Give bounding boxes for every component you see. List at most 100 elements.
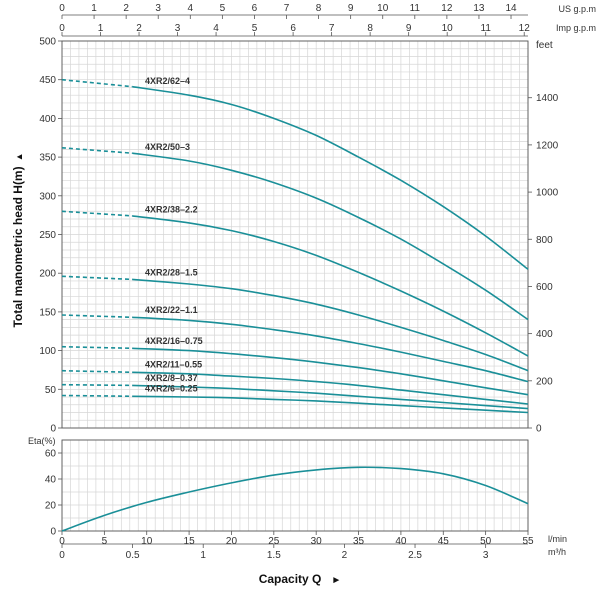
- us-gpm-tick-label: 7: [284, 3, 290, 14]
- m3h-tick-label: 1: [200, 550, 206, 561]
- us-gpm-tick-label: 11: [410, 3, 421, 14]
- lmin-tick-label: 35: [353, 536, 365, 547]
- us-gpm-tick-label: 3: [155, 3, 161, 14]
- head-curve: [132, 316, 529, 383]
- imp-gpm-tick-label: 2: [136, 23, 142, 34]
- head-y-tick-label: 100: [39, 346, 56, 357]
- imp-gpm-tick-label: 7: [329, 23, 335, 34]
- us-gpm-tick-label: 5: [220, 3, 226, 14]
- head-y-tick-label: 50: [45, 385, 57, 396]
- lmin-tick-label: 0: [59, 536, 65, 547]
- lmin-tick-label: 5: [102, 536, 108, 547]
- m3h-tick-label: 2: [342, 550, 348, 561]
- head-curve-dashed: [61, 210, 133, 217]
- feet-y-tick-label: 200: [536, 376, 553, 387]
- head-curve: [132, 85, 529, 270]
- head-curve-dashed: [61, 345, 133, 350]
- curve-label: 4XR2/8–0.37: [145, 373, 198, 383]
- curve-label: 4XR2/22–1.1: [145, 305, 198, 315]
- m3h-tick-label: 1.5: [267, 550, 281, 561]
- eta-y-tick-label: 40: [45, 475, 57, 486]
- head-curve: [132, 215, 529, 357]
- curve-label: 4XR2/16–0.75: [145, 336, 203, 346]
- efficiency-plot-frame: [61, 439, 529, 532]
- feet-y-tick-label: 1000: [536, 188, 559, 199]
- imp-gpm-tick-label: 11: [481, 23, 492, 34]
- imp-gpm-tick-label: 0: [59, 23, 65, 34]
- head-y-tick-label: 500: [39, 37, 56, 48]
- m3h-unit-label: m³/h: [548, 547, 566, 557]
- head-curve: [132, 278, 529, 372]
- efficiency-curve: [61, 466, 529, 532]
- us-gpm-tick-label: 9: [348, 3, 354, 14]
- head-axis-title-text: Total manometric head H(m): [11, 166, 25, 327]
- eta-y-tick-label: 60: [45, 449, 57, 460]
- head-y-tick-label: 300: [39, 191, 56, 202]
- m3h-tick-label: 2.5: [408, 550, 422, 561]
- curve-label: 4XR2/62–4: [145, 76, 190, 86]
- lmin-tick-label: 10: [141, 536, 153, 547]
- us-gpm-tick-label: 4: [188, 3, 194, 14]
- m3h-tick-label: 0: [59, 550, 65, 561]
- head-curve-dashed: [61, 383, 133, 387]
- head-curve-dashed: [61, 314, 133, 319]
- feet-y-tick-label: 800: [536, 235, 553, 246]
- grid-layer: [61, 40, 529, 532]
- lmin-tick-label: 55: [522, 536, 534, 547]
- lmin-tick-label: 45: [438, 536, 450, 547]
- head-curve: [132, 152, 529, 321]
- curve-label: 4XR2/11–0.55: [145, 360, 202, 370]
- head-curve-dashed: [61, 147, 133, 154]
- head-y-tick-label: 450: [39, 75, 56, 86]
- head-curve: [132, 395, 529, 414]
- head-curve: [132, 371, 529, 405]
- us-gpm-tick-label: 12: [441, 3, 453, 14]
- head-curve: [132, 384, 529, 410]
- us-gpm-tick-label: 2: [123, 3, 129, 14]
- us-gpm-unit-label: US g.p.m: [558, 4, 596, 14]
- curve-label: 4XR2/38–2.2: [145, 205, 198, 215]
- m3h-tick-label: 3: [483, 550, 489, 561]
- eta-y-tick-label: 0: [50, 527, 56, 538]
- curve-label: 4XR2/28–1.5: [145, 268, 198, 278]
- capacity-axis-arrow: ►: [331, 575, 341, 586]
- head-curve-dashed: [61, 78, 133, 88]
- eta-y-tick-label: 20: [45, 501, 57, 512]
- lmin-tick-label: 50: [480, 536, 492, 547]
- lmin-tick-label: 40: [395, 536, 407, 547]
- imp-gpm-tick-label: 10: [442, 23, 454, 34]
- imp-gpm-tick-label: 8: [367, 23, 373, 34]
- head-curve: [132, 347, 529, 396]
- capacity-axis-title: Capacity Q ►: [259, 572, 342, 586]
- imp-gpm-tick-label: 3: [175, 23, 181, 34]
- curve-label: 4XR2/50–3: [145, 142, 190, 152]
- eta-axis-label: Eta(%): [28, 436, 56, 446]
- head-curve-dashed: [61, 369, 133, 374]
- imp-gpm-tick-label: 5: [252, 23, 258, 34]
- imp-gpm-tick-label: 6: [290, 23, 296, 34]
- head-y-tick-label: 350: [39, 153, 56, 164]
- capacity-axis-title-text: Capacity Q: [259, 572, 322, 586]
- imp-gpm-unit-label: Imp g.p.m: [556, 23, 596, 33]
- imp-gpm-tick-label: 9: [406, 23, 412, 34]
- us-gpm-tick-label: 8: [316, 3, 322, 14]
- lmin-tick-label: 25: [268, 536, 280, 547]
- head-axis-arrow: ▲: [14, 152, 24, 161]
- curve-label: 4XR2/6–0.25: [145, 383, 198, 393]
- head-y-tick-label: 200: [39, 269, 56, 280]
- lmin-tick-label: 15: [184, 536, 196, 547]
- text-layer: 0 1 2 3 4 5 6 7 8 9 10 11 12 13 14 US g.p.m0 1 2 3 4 5 6 7 8 9 10…: [11, 3, 596, 586]
- head-y-tick-label: 250: [39, 230, 56, 241]
- feet-y-tick-label: 600: [536, 282, 553, 293]
- feet-y-tick-label: 1200: [536, 140, 559, 151]
- us-gpm-tick-label: 6: [252, 3, 258, 14]
- imp-gpm-tick-label: 1: [98, 23, 104, 34]
- lmin-unit-label: l/min: [548, 534, 567, 544]
- head-curve-dashed: [61, 394, 133, 398]
- head-y-tick-label: 0: [50, 424, 56, 435]
- feet-y-tick-label: 1400: [536, 93, 559, 104]
- us-gpm-tick-label: 10: [377, 3, 389, 14]
- head-y-tick-label: 150: [39, 307, 56, 318]
- us-gpm-tick-label: 13: [473, 3, 485, 14]
